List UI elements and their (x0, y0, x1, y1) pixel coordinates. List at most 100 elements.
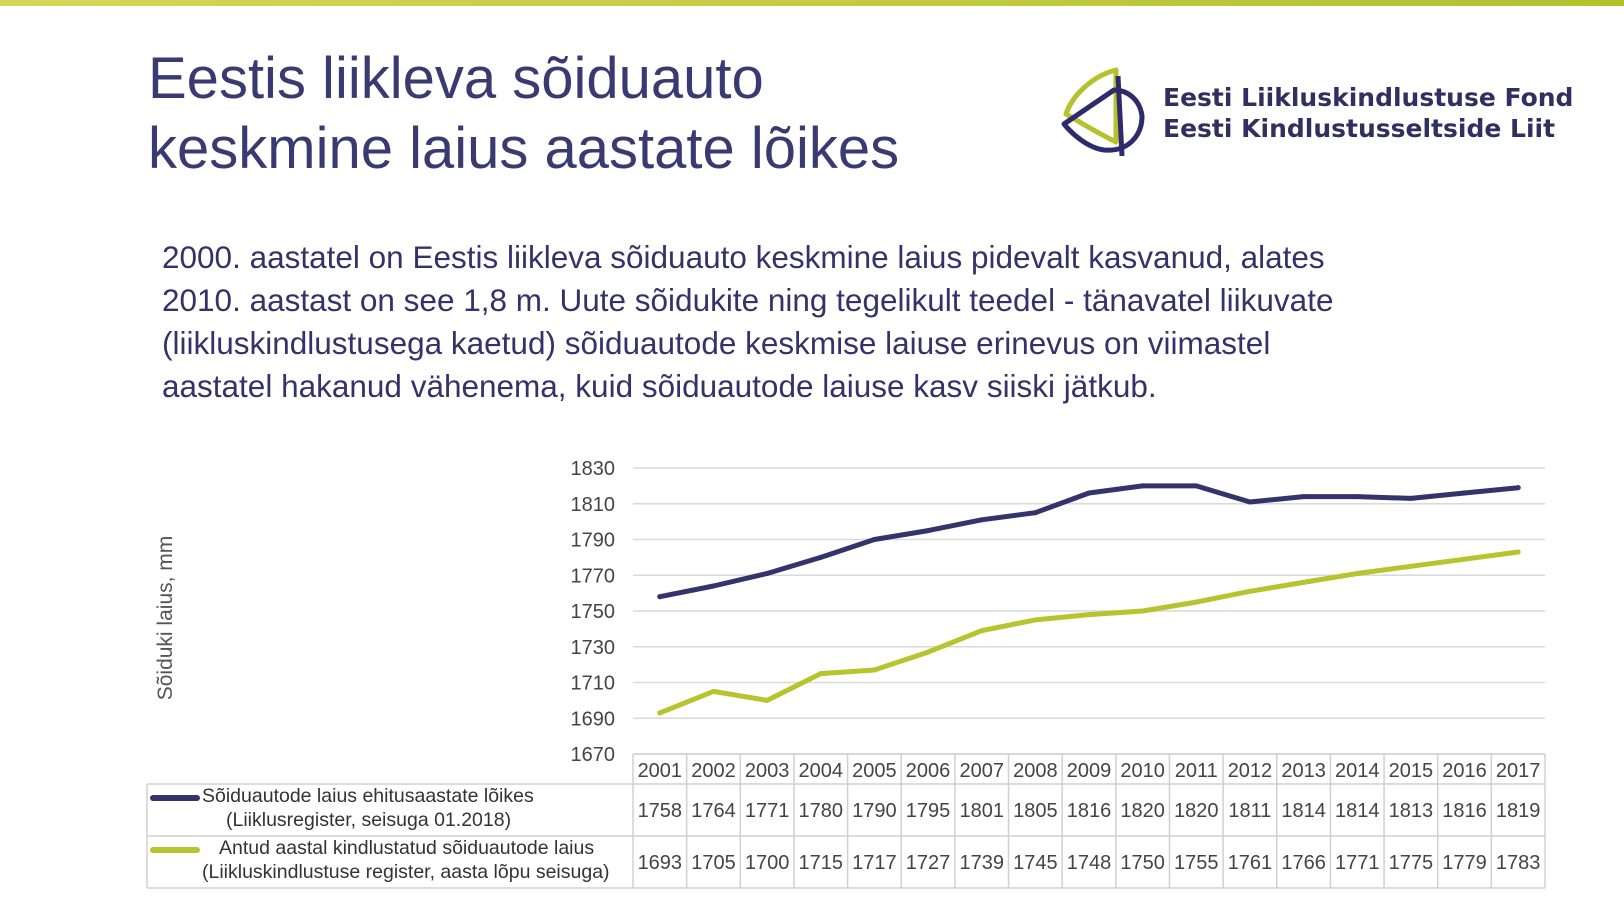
x-tick-label: 2005 (852, 760, 897, 782)
x-tick-label: 2008 (1013, 760, 1058, 782)
series-2-point (871, 667, 877, 673)
series-2-point (1086, 612, 1092, 618)
data-table-value: 1819 (1496, 800, 1541, 822)
series-2-point (818, 671, 824, 677)
data-table-value: 1766 (1281, 852, 1326, 874)
x-tick-label: 2006 (906, 760, 951, 782)
page-title: Eestis liikleva sõiduauto keskmine laius… (148, 44, 1028, 184)
organization-logo-icon (1061, 67, 1145, 157)
series-2-point (925, 649, 931, 655)
series-1-point (818, 554, 824, 560)
data-table-value: 1758 (638, 800, 683, 822)
series-2-point (1032, 617, 1038, 623)
data-table-value: 1739 (959, 852, 1004, 874)
y-tick-label: 1830 (571, 458, 616, 480)
data-table-value: 1820 (1120, 800, 1165, 822)
data-table-value: 1764 (691, 800, 736, 822)
page-title-line-1: Eestis liikleva sõiduauto (148, 46, 764, 111)
series-1-point (1193, 483, 1199, 489)
y-tick-label: 1690 (571, 708, 616, 730)
legend-series-source: (Liikluskindlustuse register, aasta lõpu… (202, 861, 610, 883)
x-tick-label: 2009 (1067, 760, 1112, 782)
series-1-point (1247, 499, 1253, 505)
y-tick-label: 1670 (571, 744, 616, 766)
legend-series-name: Sõiduautode laius ehitusaastate lõikes (202, 785, 534, 807)
data-table-value: 1750 (1120, 852, 1165, 874)
data-table-value: 1816 (1442, 800, 1487, 822)
series-1-point (1086, 490, 1092, 496)
x-tick-label: 2001 (638, 760, 683, 782)
x-tick-label: 2017 (1496, 760, 1541, 782)
y-tick-label: 1710 (571, 673, 616, 695)
series-1-point (871, 537, 877, 542)
data-table-value: 1801 (959, 800, 1004, 822)
top-accent-band (0, 0, 1624, 6)
organization-name-line-2: Eesti Kindlustusseltside Liit (1163, 114, 1556, 143)
x-tick-label: 2012 (1228, 760, 1273, 782)
series-1-point (1032, 510, 1038, 516)
series-2-point (1462, 556, 1468, 562)
page-title-line-2: keskmine laius aastate lõikes (148, 116, 900, 181)
y-tick-label: 1790 (571, 530, 616, 552)
series-1-point (1140, 483, 1146, 489)
legend-series-name: Antud aastal kindlustatud sõiduautode la… (219, 837, 595, 859)
intro-line-4: aastatel hakanud vähenema, kuid sõiduaut… (162, 368, 1157, 404)
x-tick-label: 2011 (1175, 760, 1218, 782)
x-tick-label: 2007 (959, 760, 1004, 782)
series-2-point (1354, 570, 1360, 576)
data-table-value: 1771 (745, 800, 790, 822)
data-table-value: 1811 (1228, 800, 1271, 822)
series-2-point (1193, 599, 1199, 605)
series-2-point (1140, 608, 1146, 614)
data-table-value: 1705 (691, 852, 736, 874)
series-1-point (1301, 494, 1307, 500)
data-table-value: 1700 (745, 852, 790, 874)
data-table-value: 1775 (1389, 852, 1434, 874)
data-table-value: 1790 (852, 800, 897, 822)
data-table-value: 1715 (799, 852, 844, 874)
series-2-point (1301, 579, 1307, 585)
series-1-point (1354, 494, 1360, 500)
data-table-value: 1717 (852, 852, 897, 874)
data-table-value: 1780 (799, 800, 844, 822)
organization-name-line-1: Eesti Liikluskindlustuse Fond (1163, 83, 1574, 112)
x-tick-label: 2004 (799, 760, 844, 782)
series-1-point (1515, 485, 1521, 491)
series-2-point (764, 697, 770, 703)
x-tick-label: 2003 (745, 760, 790, 782)
series-line-1 (657, 483, 1521, 600)
intro-line-2: 2010. aastast on see 1,8 m. Uute sõiduki… (162, 282, 1334, 318)
data-table-value: 1761 (1228, 852, 1273, 874)
series-2-point (710, 688, 716, 694)
data-table-value: 1748 (1067, 852, 1112, 874)
data-table-value: 1814 (1335, 800, 1380, 822)
data-table-value: 1779 (1442, 852, 1487, 874)
data-table-value: 1814 (1281, 800, 1326, 822)
y-tick-label: 1730 (571, 637, 616, 659)
x-tick-label: 2013 (1281, 760, 1326, 782)
series-1-point (1462, 490, 1468, 496)
organization-name: Eesti Liikluskindlustuse Fond Eesti Kind… (1163, 82, 1583, 144)
series-2-point (1515, 549, 1521, 555)
series-1-point (979, 517, 985, 523)
data-table-value: 1795 (906, 800, 951, 822)
data-table-value: 1727 (906, 852, 951, 874)
data-table-value: 1771 (1335, 852, 1380, 874)
series-1-point (657, 594, 663, 600)
series-1-point (710, 583, 716, 589)
y-tick-label: 1750 (571, 601, 616, 623)
data-table-value: 1816 (1067, 800, 1112, 822)
data-table-value: 1745 (1013, 852, 1058, 874)
series-line-2 (657, 549, 1521, 716)
x-tick-label: 2016 (1442, 760, 1487, 782)
intro-line-1: 2000. aastatel on Eestis liikleva sõidua… (162, 239, 1325, 275)
x-tick-label: 2010 (1120, 760, 1165, 782)
data-table-value: 1755 (1174, 852, 1219, 874)
series-2-point (1247, 588, 1253, 594)
series-2-point (1408, 563, 1414, 569)
x-tick-label: 2002 (691, 760, 736, 782)
y-tick-label: 1770 (571, 565, 616, 587)
series-2-point (979, 628, 985, 634)
series-2-point (657, 710, 663, 716)
